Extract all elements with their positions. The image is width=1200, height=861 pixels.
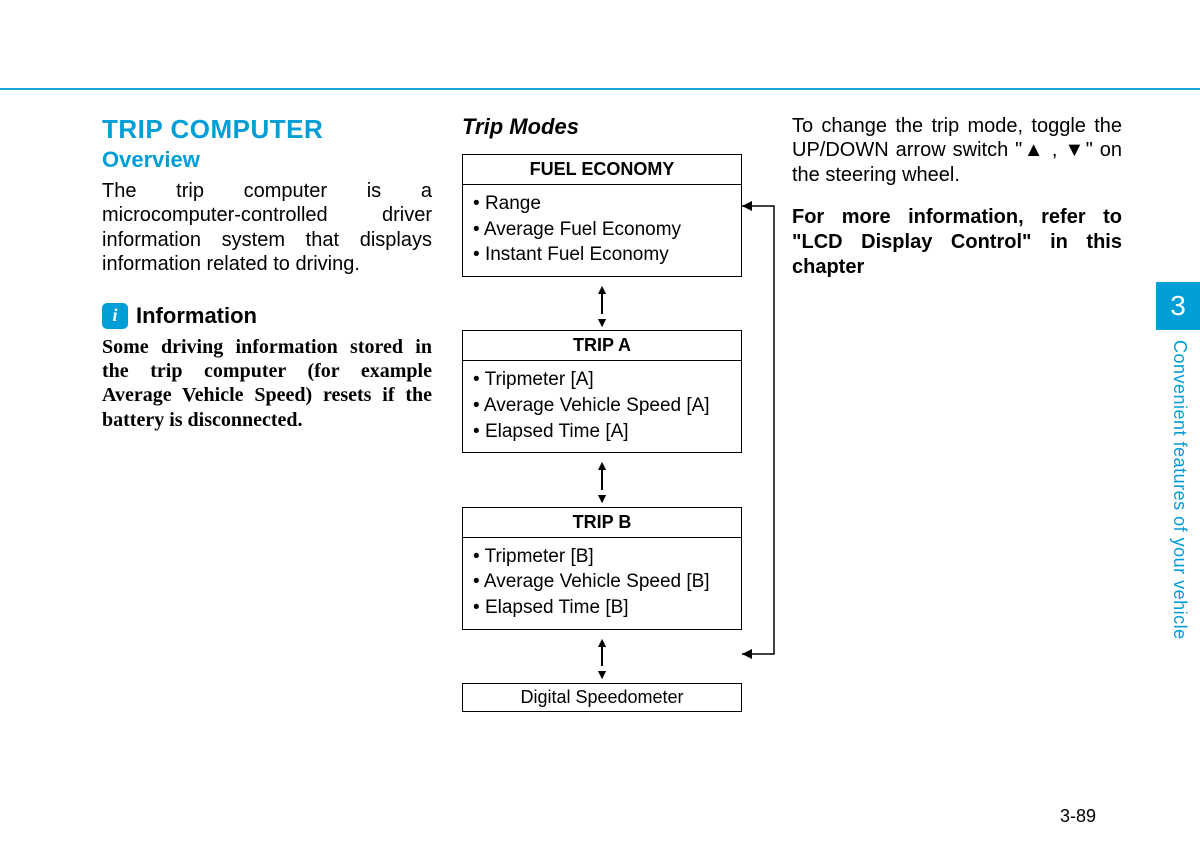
text-fragment: , <box>1045 139 1065 161</box>
flow-item: Tripmeter [B] <box>473 544 731 570</box>
manual-page: TRIP COMPUTER Overview The trip computer… <box>0 0 1200 861</box>
chapter-number: 3 <box>1170 290 1186 322</box>
column-left: TRIP COMPUTER Overview The trip computer… <box>102 114 432 712</box>
flow-item: Elapsed Time [B] <box>473 595 731 621</box>
flow-item: Average Fuel Economy <box>473 217 731 243</box>
flow-box-title: TRIP A <box>463 331 741 361</box>
overview-body: The trip computer is a microcomputer-con… <box>102 179 432 277</box>
information-header-row: i Information <box>102 303 432 329</box>
flow-item: Elapsed Time [A] <box>473 419 731 445</box>
top-rule <box>0 88 1200 90</box>
flow-item: Tripmeter [A] <box>473 367 731 393</box>
double-arrow-icon <box>462 457 742 502</box>
up-triangle-icon: ▲ <box>1022 139 1045 161</box>
flow-box-title: TRIP B <box>463 508 741 538</box>
chapter-label: Convenient features of your vehicle <box>1169 340 1190 640</box>
trip-modes-heading: Trip Modes <box>462 114 762 140</box>
down-triangle-icon: ▼ <box>1064 139 1085 161</box>
trip-modes-flow: FUEL ECONOMY Range Average Fuel Economy … <box>462 154 742 712</box>
flow-box-title: FUEL ECONOMY <box>463 155 741 185</box>
flow-item: Average Vehicle Speed [B] <box>473 569 731 595</box>
page-number: 3-89 <box>1060 806 1096 827</box>
flow-box-body: Tripmeter [A] Average Vehicle Speed [A] … <box>463 361 741 452</box>
double-arrow-icon <box>462 281 742 326</box>
flow-box-trip-b: TRIP B Tripmeter [B] Average Vehicle Spe… <box>462 507 742 630</box>
double-arrow-icon <box>462 634 742 679</box>
flow-item: Instant Fuel Economy <box>473 242 731 268</box>
column-middle: Trip Modes FUEL ECONOMY Range Average Fu… <box>462 114 762 712</box>
flow-item: Average Vehicle Speed [A] <box>473 393 731 419</box>
flow-box-speedometer: Digital Speedometer <box>462 683 742 712</box>
overview-heading: Overview <box>102 147 432 173</box>
columns: TRIP COMPUTER Overview The trip computer… <box>102 114 1140 712</box>
flow-box-trip-a: TRIP A Tripmeter [A] Average Vehicle Spe… <box>462 330 742 453</box>
information-body: Some driving information stored in the t… <box>102 335 432 433</box>
flow-box-body: Range Average Fuel Economy Instant Fuel … <box>463 185 741 276</box>
section-title: TRIP COMPUTER <box>102 114 432 145</box>
information-heading: Information <box>136 303 257 329</box>
right-paragraph: To change the trip mode, toggle the UP/D… <box>792 114 1122 187</box>
right-reference: For more information, refer to "LCD Disp… <box>792 205 1122 280</box>
info-icon: i <box>102 303 128 329</box>
flow-item: Range <box>473 191 731 217</box>
chapter-tab: 3 <box>1156 282 1200 330</box>
flow-box-fuel-economy: FUEL ECONOMY Range Average Fuel Economy … <box>462 154 742 277</box>
flow-box-body: Tripmeter [B] Average Vehicle Speed [B] … <box>463 538 741 629</box>
column-right: To change the trip mode, toggle the UP/D… <box>792 114 1122 712</box>
